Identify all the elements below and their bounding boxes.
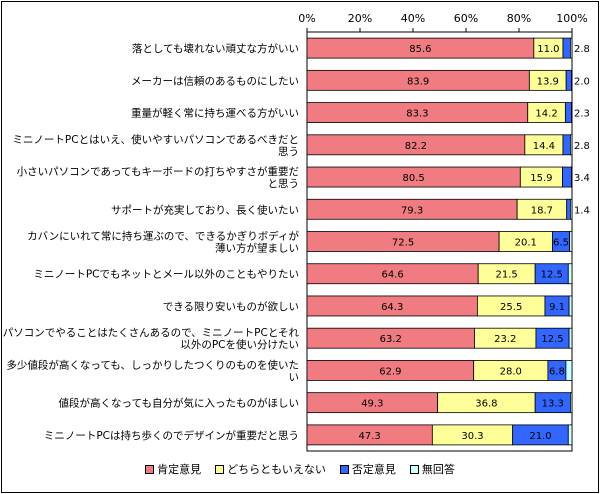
category-label: カバンにいれて常に持ち運ぶので、できるかぎりボディが bbox=[27, 230, 299, 243]
bar-segment bbox=[567, 263, 573, 285]
category-label: 値段が高くなっても自分が気に入ったものがほしい bbox=[59, 397, 299, 410]
category-label: い bbox=[289, 371, 300, 383]
data-label: 12.5 bbox=[541, 270, 563, 281]
bar-segment bbox=[568, 327, 573, 349]
x-tick-label: 60% bbox=[454, 12, 478, 25]
data-label: 82.2 bbox=[405, 141, 427, 152]
data-label: 49.3 bbox=[361, 399, 383, 410]
category-label: ミニノートPCは持ち歩くのでデザインが重要だと思う bbox=[44, 429, 299, 442]
x-tick-label: 20% bbox=[348, 12, 372, 25]
data-label: 36.8 bbox=[475, 399, 497, 410]
bar-segment bbox=[565, 360, 573, 381]
data-label: 83.3 bbox=[406, 109, 428, 120]
legend-swatch bbox=[409, 464, 419, 474]
legend: 肯定意見 どちらともいえない 否定意見 無回答 bbox=[2, 458, 598, 480]
bar-segment bbox=[562, 37, 571, 59]
category-label: 落としても壊れない頑丈な方がいい bbox=[132, 42, 299, 55]
data-label: 23.2 bbox=[494, 334, 516, 345]
data-label: 11.0 bbox=[537, 44, 559, 55]
data-label: 80.5 bbox=[403, 173, 425, 184]
bar-segment bbox=[570, 392, 573, 414]
data-label: 13.9 bbox=[537, 76, 559, 87]
category-label: サポートが充実しており、長く使いたい bbox=[111, 203, 299, 216]
data-label: 9.1 bbox=[549, 302, 565, 313]
legend-item: 肯定意見 bbox=[145, 461, 201, 477]
bar-segment bbox=[571, 69, 573, 91]
data-label: 21.5 bbox=[496, 270, 518, 281]
bar-segment bbox=[570, 37, 573, 59]
bar-segment bbox=[568, 295, 573, 317]
category-label: できる限り安いものが欲しい bbox=[163, 300, 299, 313]
bar-segment bbox=[569, 231, 573, 252]
legend-label: 無回答 bbox=[421, 463, 455, 476]
legend-swatch bbox=[145, 464, 155, 474]
x-tick-label: 100% bbox=[556, 12, 587, 25]
data-label: 64.6 bbox=[381, 270, 403, 281]
data-label: 15.9 bbox=[530, 173, 552, 184]
bar-segment bbox=[570, 134, 573, 156]
legend-item: どちらともいえない bbox=[215, 461, 326, 477]
bar-segment bbox=[571, 166, 573, 188]
category-label: ミニノートPCでもネットとメール以外のこともやりたい bbox=[33, 269, 299, 281]
data-label: 83.9 bbox=[407, 76, 429, 87]
data-label: 64.3 bbox=[381, 302, 403, 313]
category-label: ミニノートPCとはいえ、使いやすいパソコンであるべきだと bbox=[12, 133, 299, 146]
data-label: 6.8 bbox=[549, 366, 565, 377]
category-label: メーカーは信頼のあるものにしたい bbox=[131, 75, 299, 87]
bar-segment bbox=[570, 198, 573, 220]
legend-label: 肯定意見 bbox=[157, 463, 202, 476]
legend-label: どちらともいえない bbox=[227, 463, 326, 476]
data-label: 79.3 bbox=[401, 205, 423, 216]
data-label: 2.8 bbox=[574, 141, 590, 152]
data-label: 28.0 bbox=[500, 366, 522, 377]
data-label: 30.3 bbox=[461, 431, 483, 442]
category-label: 小さいパソコンであってもキーボードの打ちやすさが重要だ bbox=[17, 165, 299, 178]
x-tick-label: 80% bbox=[507, 12, 531, 25]
data-label: 20.1 bbox=[515, 238, 537, 249]
data-label: 14.2 bbox=[535, 109, 557, 120]
data-label: 63.2 bbox=[380, 334, 402, 345]
bar-segment bbox=[562, 134, 571, 156]
x-tick-label: 0% bbox=[298, 12, 315, 25]
bar-segment bbox=[565, 69, 572, 91]
legend-label: 否定意見 bbox=[351, 463, 396, 476]
data-label: 14.4 bbox=[533, 141, 555, 152]
bar-segment bbox=[566, 198, 571, 220]
data-label: 1.4 bbox=[574, 205, 590, 216]
bar-segment bbox=[571, 102, 573, 123]
category-label: 重量が軽く常に持ち運べる方がいい bbox=[131, 107, 299, 120]
data-label: 2.8 bbox=[574, 44, 590, 55]
stacked-bar-chart: 0% 20% 40% 60% 80% 100% 落としても壊れない頑丈な方がいい 85.6 11… bbox=[3, 12, 590, 452]
category-label: パソコンでやることはたくさんあるので、ミニノートPCとそれ bbox=[3, 327, 300, 339]
data-label: 47.3 bbox=[359, 431, 381, 442]
data-label: 3.4 bbox=[574, 173, 590, 184]
bar-segment bbox=[562, 166, 572, 188]
legend-swatch bbox=[215, 464, 225, 474]
data-label: 62.9 bbox=[379, 366, 401, 377]
data-label: 18.7 bbox=[531, 205, 553, 216]
data-label: 13.3 bbox=[542, 399, 564, 410]
category-label: 思う bbox=[278, 146, 299, 158]
data-label: 72.5 bbox=[392, 238, 414, 249]
data-label: 6.5 bbox=[553, 238, 569, 249]
category-label: 以外のPCを使い分けたい bbox=[180, 338, 299, 351]
x-tick-label: 40% bbox=[401, 12, 425, 25]
bar-segment bbox=[567, 424, 573, 446]
legend-swatch bbox=[339, 464, 349, 474]
data-label: 12.5 bbox=[541, 334, 563, 345]
category-label: 多少値段が高くなっても、しっかりしたつくりのものを使いた bbox=[6, 358, 299, 371]
data-label: 2.3 bbox=[574, 109, 590, 120]
bar-segment bbox=[564, 102, 572, 123]
data-label: 85.6 bbox=[409, 44, 431, 55]
data-label: 2.0 bbox=[574, 76, 590, 87]
category-label: と思う bbox=[268, 178, 300, 190]
data-label: 25.5 bbox=[500, 302, 522, 313]
category-label: 薄い方が望ましい bbox=[215, 242, 299, 255]
data-label: 21.0 bbox=[529, 431, 551, 442]
legend-item: 無回答 bbox=[409, 461, 455, 477]
legend-item: 否定意見 bbox=[339, 461, 396, 477]
